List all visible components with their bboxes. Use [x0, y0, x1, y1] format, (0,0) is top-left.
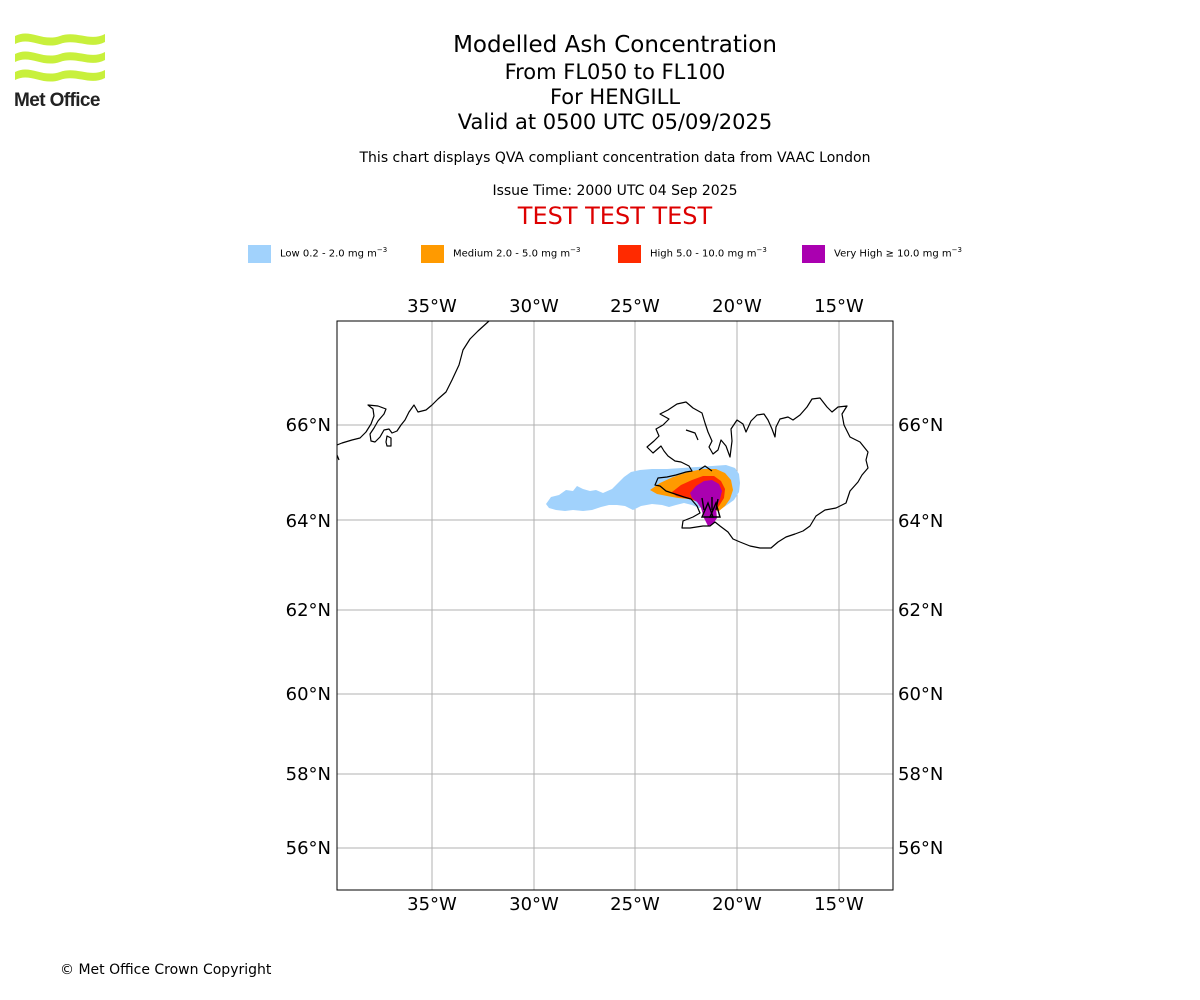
lon-tick-bottom: 15°W: [814, 894, 864, 915]
lon-tick-bottom: 25°W: [610, 894, 660, 915]
legend-swatch-low: [248, 245, 271, 263]
lat-tick-left: 66°N: [286, 415, 331, 436]
lat-tick-left: 58°N: [286, 764, 331, 785]
iceland-fjord-2: [698, 465, 713, 472]
lon-tick-bottom: 30°W: [509, 894, 559, 915]
lon-tick-top: 20°W: [712, 296, 762, 317]
greenland-coastline: [337, 321, 490, 446]
chart-title: Modelled Ash Concentration: [453, 32, 777, 58]
lat-tick-right: 58°N: [898, 764, 943, 785]
met-office-waves-icon: [15, 33, 105, 82]
lat-tick-right: 56°N: [898, 838, 943, 859]
copyright-notice: © Met Office Crown Copyright: [60, 962, 272, 978]
lon-tick-top: 30°W: [509, 296, 559, 317]
test-banner: TEST TEST TEST: [517, 202, 713, 230]
met-office-logo-text: Met Office: [14, 90, 100, 111]
flight-level-range: From FL050 to FL100: [504, 60, 726, 84]
issue-time: Issue Time: 2000 UTC 04 Sep 2025: [492, 183, 738, 199]
greenland-inlet: [385, 435, 392, 447]
lat-tick-left: 60°N: [286, 684, 331, 705]
axis-tick-labels: 35°W 30°W 25°W 20°W 15°W 35°W 30°W 25°W …: [286, 296, 944, 915]
lon-tick-top: 35°W: [407, 296, 457, 317]
iceland-coastline: [646, 397, 869, 549]
met-office-logo: Met Office: [14, 30, 109, 112]
lon-tick-bottom: 35°W: [407, 894, 457, 915]
lat-tick-left: 56°N: [286, 838, 331, 859]
lat-tick-right: 60°N: [898, 684, 943, 705]
lon-tick-top: 15°W: [814, 296, 864, 317]
legend-swatch-medium: [421, 245, 444, 263]
legend-label-medium: Medium 2.0 - 5.0 mg m−3: [453, 246, 581, 260]
volcano-triangle-markers: [700, 497, 721, 518]
legend-swatch-high: [618, 245, 641, 263]
ash-very-high-concentration: [690, 480, 722, 526]
map-frame: [336, 320, 894, 891]
lon-tick-bottom: 20°W: [712, 894, 762, 915]
lat-tick-left: 64°N: [286, 511, 331, 532]
legend-label-low: Low 0.2 - 2.0 mg m−3: [280, 246, 388, 260]
volcano-triangle-west: [700, 501, 714, 518]
legend-label-very-high: Very High ≥ 10.0 mg m−3: [834, 246, 962, 260]
chart-header: Modelled Ash Concentration From FL050 to…: [215, 30, 1015, 231]
volcano-name: For HENGILL: [549, 85, 681, 109]
legend-swatch-very-high: [802, 245, 825, 263]
coastlines: [337, 321, 869, 549]
lat-tick-right: 64°N: [898, 511, 943, 532]
lat-tick-right: 66°N: [898, 415, 943, 436]
qva-compliance-note: This chart displays QVA compliant concen…: [359, 150, 871, 166]
volcano-triangle-east: [708, 500, 721, 518]
legend-label-high: High 5.0 - 10.0 mg m−3: [650, 246, 767, 260]
valid-time: Valid at 0500 UTC 05/09/2025: [457, 110, 773, 134]
lat-tick-left: 62°N: [286, 600, 331, 621]
iceland-fjord-1: [685, 429, 699, 441]
lat-lon-grid: [337, 321, 893, 890]
lon-tick-top: 25°W: [610, 296, 660, 317]
volcano-tick-marks: [701, 497, 719, 511]
lat-tick-right: 62°N: [898, 600, 943, 621]
